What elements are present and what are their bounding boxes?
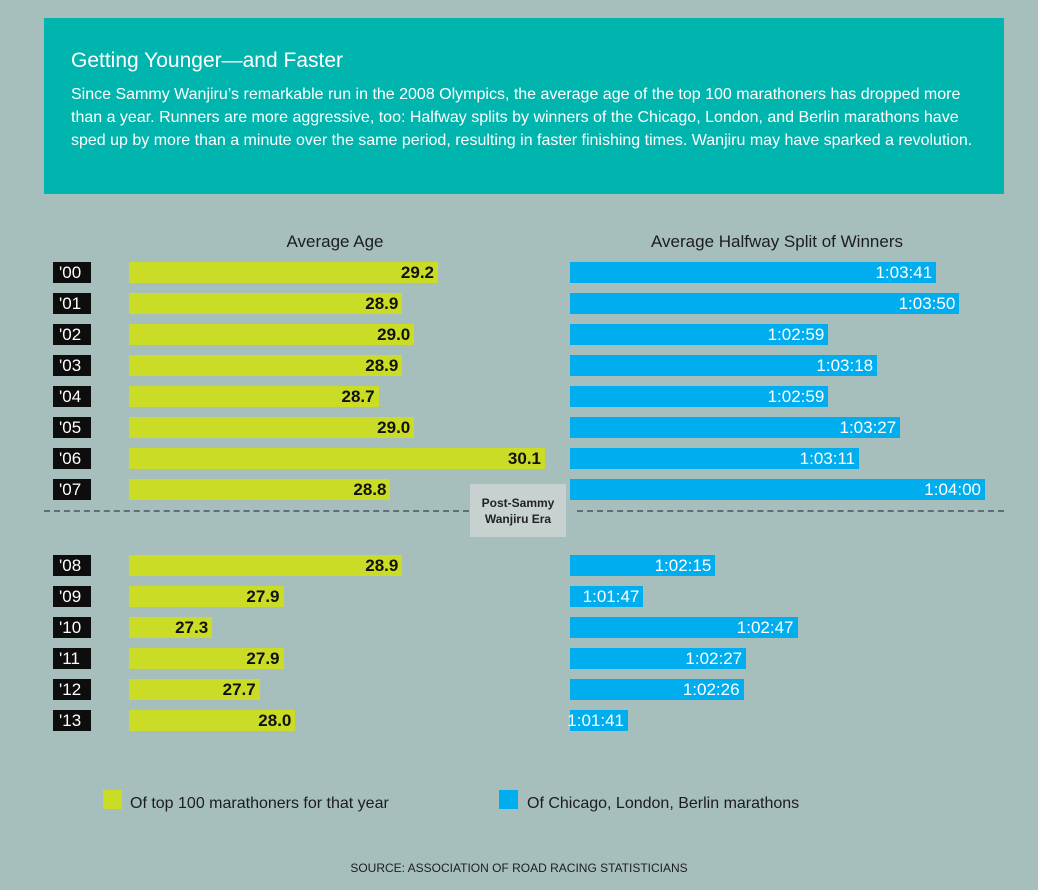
year-label: '07	[53, 479, 91, 500]
age-column-title: Average Age	[286, 232, 384, 251]
age-bar: 29.0	[129, 417, 415, 438]
year-label: '11	[53, 648, 91, 669]
age-value-label: 30.1	[507, 449, 541, 468]
split-bar: 1:01:41	[567, 710, 628, 731]
split-value-label: 1:01:41	[567, 711, 624, 730]
split-value-label: 1:03:41	[875, 263, 933, 282]
age-bar: 29.0	[129, 324, 415, 345]
split-value-label: 1:03:27	[839, 418, 897, 437]
age-value-label: 27.9	[246, 587, 280, 606]
age-value-label: 28.9	[365, 356, 399, 375]
age-bar: 29.2	[129, 262, 439, 283]
split-bar: 1:03:27	[570, 417, 901, 438]
split-value-label: 1:04:00	[924, 480, 981, 499]
age-value-label: 28.9	[365, 294, 399, 313]
year-label: '04	[53, 386, 91, 407]
age-bar: 27.9	[129, 586, 284, 607]
year-label: '10	[53, 617, 91, 638]
age-bar: 27.7	[129, 679, 260, 700]
split-column-title: Average Halfway Split of Winners	[651, 232, 903, 251]
era-divider-left	[44, 510, 469, 512]
year-label: '01	[53, 293, 91, 314]
year-label: '02	[53, 324, 91, 345]
legend-swatch-age	[103, 790, 122, 809]
split-bar: 1:03:41	[570, 262, 937, 283]
year-label: '03	[53, 355, 91, 376]
age-value-label: 27.3	[175, 618, 209, 637]
split-bar: 1:03:18	[570, 355, 878, 376]
split-value-label: 1:02:27	[685, 649, 743, 668]
split-value-label: 1:02:47	[736, 618, 794, 637]
split-bar: 1:03:11	[570, 448, 860, 469]
split-bar: 1:02:26	[570, 679, 744, 700]
legend-swatch-split	[499, 790, 518, 809]
legend-label-split: Of Chicago, London, Berlin marathons	[527, 795, 800, 812]
split-value-label: 1:03:50	[898, 294, 956, 313]
age-bar: 28.9	[129, 555, 403, 576]
age-bar: 28.8	[129, 479, 391, 500]
age-value-label: 27.7	[222, 680, 256, 699]
age-value-label: 28.8	[353, 480, 387, 499]
split-bar: 1:04:00	[570, 479, 985, 500]
split-value-label: 1:01:47	[582, 587, 640, 606]
year-label: '05	[53, 417, 91, 438]
split-bar: 1:02:15	[570, 555, 716, 576]
age-value-label: 28.7	[341, 387, 375, 406]
year-label: '00	[53, 262, 91, 283]
age-value-label: 29.0	[377, 418, 411, 437]
split-bar: 1:02:59	[570, 386, 829, 407]
chart-description: Since Sammy Wanjiru’s remarkable run in …	[71, 86, 973, 149]
age-bar: 27.9	[129, 648, 284, 669]
age-bar: 30.1	[129, 448, 545, 469]
split-bar: 1:02:47	[570, 617, 798, 638]
legend-label-age: Of top 100 marathoners for that year	[130, 795, 389, 812]
era-annotation: Post-Sammy Wanjiru Era	[470, 484, 566, 537]
split-value-label: 1:03:11	[799, 449, 856, 468]
age-bar: 28.9	[129, 355, 403, 376]
split-value-label: 1:02:59	[767, 387, 825, 406]
age-bar: 27.3	[129, 617, 213, 638]
split-bar: 1:02:27	[570, 648, 747, 669]
split-bar: 1:02:59	[570, 324, 829, 345]
age-value-label: 28.0	[258, 711, 292, 730]
age-value-label: 29.2	[400, 263, 435, 282]
age-bar: 28.9	[129, 293, 403, 314]
chart-title: Getting Younger—and Faster	[71, 49, 344, 72]
split-value-label: 1:02:15	[654, 556, 712, 575]
age-value-label: 29.0	[377, 325, 411, 344]
split-bar: 1:01:47	[570, 586, 644, 607]
split-value-label: 1:02:59	[767, 325, 825, 344]
year-label: '12	[53, 679, 91, 700]
age-bar: 28.7	[129, 386, 379, 407]
split-bar: 1:03:50	[570, 293, 960, 314]
year-label: '06	[53, 448, 91, 469]
age-value-label: 28.9	[365, 556, 399, 575]
source-note: SOURCE: ASSOCIATION OF ROAD RACING STATI…	[350, 861, 688, 875]
year-label: '08	[53, 555, 91, 576]
age-bar: 28.0	[129, 710, 296, 731]
era-divider-right	[577, 510, 1004, 512]
year-label: '13	[53, 710, 91, 731]
age-value-label: 27.9	[246, 649, 280, 668]
header-panel: Getting Younger—and Faster Since Sammy W…	[44, 18, 1004, 194]
split-value-label: 1:02:26	[682, 680, 740, 699]
split-value-label: 1:03:18	[816, 356, 874, 375]
year-label: '09	[53, 586, 91, 607]
